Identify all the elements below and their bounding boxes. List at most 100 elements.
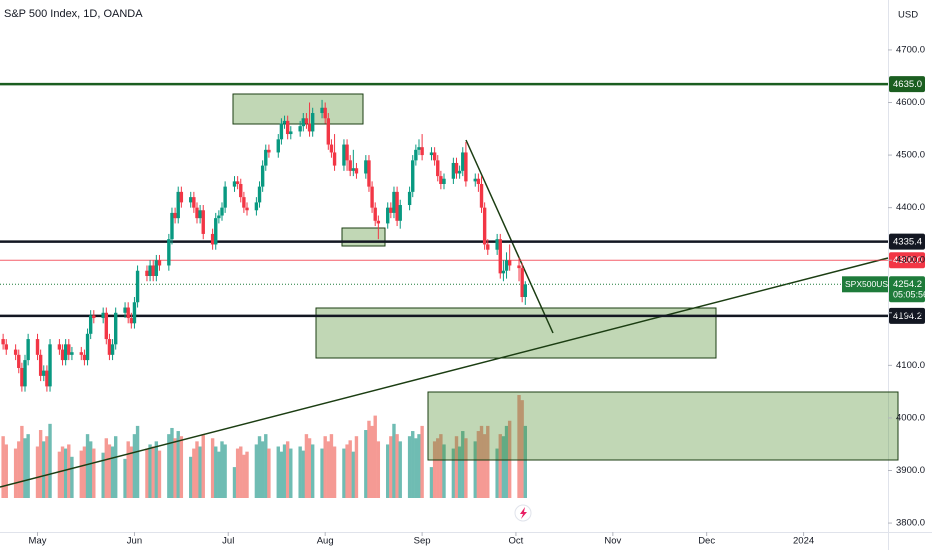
candle-body [198,210,202,219]
candle-body [276,139,280,153]
candle-body [432,152,437,161]
x-tick-label: Sep [414,536,431,547]
volume-bar [157,450,162,498]
candle-body [420,147,424,156]
y-tick-label: 4400.0 [896,202,925,213]
volume-bar [498,434,502,498]
candle-body [4,344,8,350]
volume-bar [179,436,184,498]
volume-bar [517,395,521,498]
volume-bar [257,436,262,498]
candle-body [439,176,443,184]
volume-bar [370,425,374,498]
current-tag [889,276,925,303]
replay-icon-glyph [520,507,527,519]
volume-bar [154,441,159,498]
current-label: 4254.2 [893,279,922,290]
volume-bar [151,446,155,498]
candle-body [126,307,130,319]
volume-bar [101,452,105,498]
volume-bar [282,444,287,498]
candle-body [195,207,199,219]
levels: 4635.0 4335.4 4300.0 4194.2 SPX500USD4254.20… [0,76,928,324]
candle-body [479,183,484,208]
volume-bar [35,446,40,498]
volume-bar [20,425,24,498]
volume-bar [132,434,137,498]
volume-bar [70,456,74,498]
volume-bar [348,440,352,498]
candle-body [57,344,62,350]
candle-body [464,152,468,182]
candle-body [398,205,402,221]
volume-bar [173,438,177,498]
volume-bar [85,434,90,498]
volume-bar [189,456,193,498]
volume-bar [301,450,305,498]
volume-bar [23,438,27,498]
volume-bar [148,444,152,498]
y-tick-label: 4100.0 [896,360,925,371]
x-tick-label: Aug [317,536,334,547]
candle-body [151,265,155,276]
candle-body [157,260,162,266]
volume-bar [276,446,280,498]
candle-body [85,333,90,361]
candle-body [260,165,265,187]
y-tick-label: 4500.0 [896,150,925,161]
x-tick-label: Jun [127,536,142,547]
candle-body [245,207,249,211]
volume-bar [88,441,93,498]
volume-bar [107,444,112,498]
candle-body [223,186,227,208]
candle-body [323,107,327,119]
candle-body [517,265,521,269]
x-tick-label: Nov [604,536,621,547]
volume-bar [329,434,334,498]
volume-bar [242,454,246,498]
volume-bar [367,420,371,498]
candle-body [129,318,134,324]
volume-bar [26,434,30,498]
volume-bar [451,448,456,498]
volume-bar [298,446,302,498]
volume-bar [223,444,227,498]
volume-bar [60,446,65,498]
candle-body [42,370,46,376]
volume-bar [264,434,268,498]
volume-bar [113,436,118,498]
candle-body [79,352,83,355]
candle-body [214,218,218,245]
volume-bar [167,434,171,498]
volume-bar [442,444,446,498]
volume-bar [495,448,499,498]
candle-body [367,160,371,187]
volume-bar [461,431,465,498]
volume-bar [373,415,377,498]
candle-body [257,186,262,203]
candle-body [370,186,374,208]
candle-body [113,312,118,345]
volume-bar [129,446,134,498]
volume-bar [123,458,127,498]
volume-bar [307,438,312,498]
volume-bar [220,441,224,498]
volume-bar [104,438,109,498]
level-tag [889,307,925,324]
volume-bar [82,446,87,498]
candle-body [345,144,349,161]
candle-body [88,315,93,334]
candle-body [304,118,309,124]
candle-body [461,152,465,171]
candle-body [167,239,171,266]
level-tag [889,233,925,250]
candle-body [354,168,359,174]
candle-body [373,207,377,221]
volume-bar [454,436,459,498]
candle-body [70,352,74,355]
candle-body [495,239,499,250]
candle-body [298,126,302,132]
volume-bar [523,425,527,498]
volume-bar [92,448,96,498]
